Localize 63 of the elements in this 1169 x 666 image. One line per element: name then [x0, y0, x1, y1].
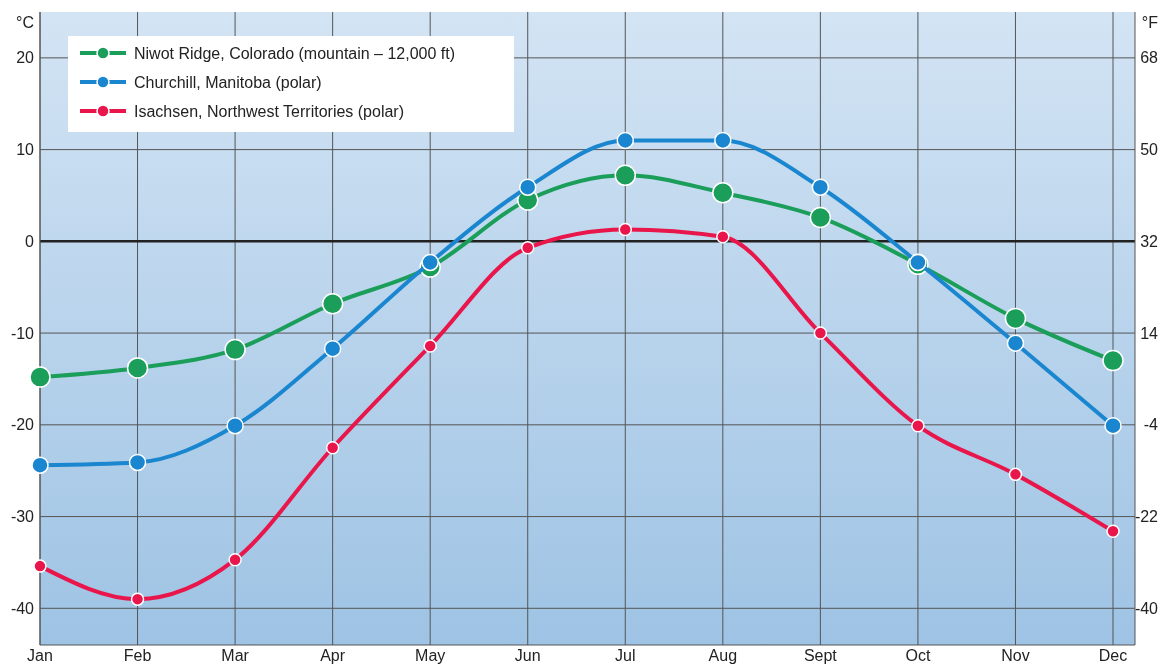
y2-tick-label: 32: [1140, 232, 1159, 250]
point: [616, 131, 635, 150]
x-tick-label: Jan: [27, 647, 53, 664]
y-tick-label: -40: [10, 599, 35, 617]
y2-tick-label: 50: [1140, 141, 1159, 159]
point: [1106, 524, 1120, 538]
y2-axis-title: °F: [1141, 14, 1159, 31]
x-tick-label: Feb: [123, 647, 152, 664]
point: [226, 416, 244, 435]
point: [813, 326, 828, 340]
point: [911, 418, 925, 433]
point: [323, 339, 342, 358]
point: [518, 178, 537, 196]
y-axis-title: °C: [16, 14, 34, 31]
y2-tick-label: -4: [1143, 416, 1159, 434]
point: [1102, 349, 1124, 372]
point: [228, 552, 242, 567]
point: [809, 206, 832, 229]
point: [1006, 334, 1025, 352]
point: [614, 164, 637, 187]
y-tick-label: 0: [25, 232, 35, 250]
point: [31, 456, 49, 474]
point: [423, 339, 437, 353]
point: [811, 178, 830, 196]
point: [224, 338, 246, 361]
x-tick-label: Apr: [320, 647, 346, 664]
point: [325, 441, 340, 455]
y2-tick-label: -22: [1134, 508, 1159, 526]
legend-label: Isachsen, Northwest Territories (polar): [134, 102, 405, 120]
x-tick-label: Mar: [221, 647, 250, 664]
x-tick-label: Oct: [905, 647, 931, 664]
legend-label: Niwot Ridge, Colorado (mountain – 12,000 ft): [134, 44, 456, 62]
x-tick-label: Sept: [803, 647, 838, 664]
y-tick-label: -10: [10, 324, 35, 342]
point: [421, 253, 439, 272]
point: [618, 222, 633, 237]
point: [712, 181, 734, 204]
point: [321, 292, 344, 315]
y-tick-label: 20: [16, 49, 35, 67]
x-tick-label: Jul: [615, 647, 636, 664]
point: [520, 241, 535, 255]
x-tick-label: Jun: [514, 647, 541, 664]
y2-tick-label: 14: [1140, 324, 1159, 342]
x-tick-label: Nov: [1001, 647, 1030, 664]
y2-tick-label: -40: [1134, 599, 1159, 617]
legend-label: Churchill, Manitoba (polar): [134, 73, 322, 91]
point: [1008, 467, 1023, 482]
point: [130, 592, 145, 606]
x-tick-label: Aug: [708, 647, 738, 664]
x-tick-label: Dec: [1098, 647, 1128, 664]
point: [33, 559, 47, 573]
point: [29, 366, 51, 388]
y-tick-label: -30: [10, 508, 35, 526]
y2-tick-label: 68: [1140, 49, 1159, 67]
point: [126, 357, 149, 379]
point: [1004, 307, 1027, 330]
point: [1104, 416, 1122, 435]
x-tick-label: May: [415, 647, 446, 664]
point: [716, 230, 730, 244]
point: [128, 453, 147, 472]
y-tick-label: 10: [16, 141, 35, 159]
point: [714, 131, 732, 150]
y-tick-label: -20: [10, 416, 35, 434]
